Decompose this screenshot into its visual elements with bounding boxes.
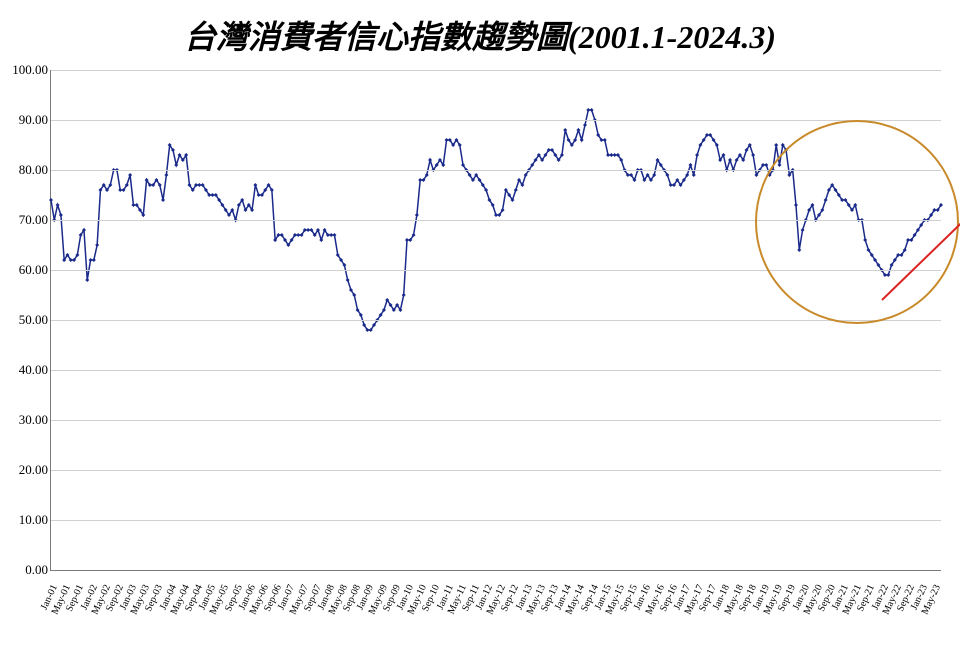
- data-marker: [751, 153, 755, 157]
- y-tick-label: 50.00: [2, 312, 48, 328]
- highlight-arrow: [874, 197, 960, 308]
- data-marker: [49, 198, 53, 202]
- data-marker: [332, 233, 336, 237]
- y-tick-label: 10.00: [2, 512, 48, 528]
- data-marker: [85, 278, 89, 282]
- y-tick-label: 0.00: [2, 562, 48, 578]
- x-axis-labels: Jan-01May-01Sep-01Jan-02May-02Sep-02Jan-…: [50, 574, 940, 644]
- y-tick-label: 100.00: [2, 62, 48, 78]
- gridline-h: [51, 470, 941, 471]
- data-marker: [428, 158, 432, 162]
- data-marker: [695, 153, 699, 157]
- data-marker: [728, 158, 732, 162]
- gridline-h: [51, 370, 941, 371]
- y-tick-label: 20.00: [2, 462, 48, 478]
- data-marker: [590, 108, 594, 112]
- y-tick-label: 80.00: [2, 162, 48, 178]
- data-marker: [576, 128, 580, 132]
- y-tick-label: 40.00: [2, 362, 48, 378]
- gridline-h: [51, 320, 941, 321]
- chart-title: 台灣消費者信心指數趨勢圖(2001.1-2024.3): [0, 12, 960, 58]
- gridline-h: [51, 420, 941, 421]
- data-marker: [346, 278, 350, 282]
- data-marker: [764, 163, 768, 167]
- y-tick-label: 90.00: [2, 112, 48, 128]
- data-marker: [580, 138, 584, 142]
- data-marker: [603, 138, 607, 142]
- data-marker: [174, 163, 178, 167]
- data-marker: [688, 163, 692, 167]
- gridline-h: [51, 120, 941, 121]
- data-marker: [774, 143, 778, 147]
- data-marker: [95, 243, 99, 247]
- gridline-h: [51, 520, 941, 521]
- data-marker: [161, 198, 165, 202]
- data-marker: [56, 203, 60, 207]
- gridline-h: [51, 70, 941, 71]
- data-marker: [92, 258, 96, 262]
- data-marker: [514, 188, 518, 192]
- data-marker: [128, 173, 132, 177]
- data-marker: [319, 238, 323, 242]
- y-tick-label: 60.00: [2, 262, 48, 278]
- data-marker: [563, 128, 567, 132]
- data-marker: [402, 293, 406, 297]
- y-tick-label: 30.00: [2, 412, 48, 428]
- data-marker: [583, 123, 587, 127]
- data-marker: [253, 183, 257, 187]
- data-marker: [164, 173, 168, 177]
- data-marker: [692, 173, 696, 177]
- y-tick-label: 70.00: [2, 212, 48, 228]
- data-marker: [59, 213, 63, 217]
- data-marker: [415, 213, 419, 217]
